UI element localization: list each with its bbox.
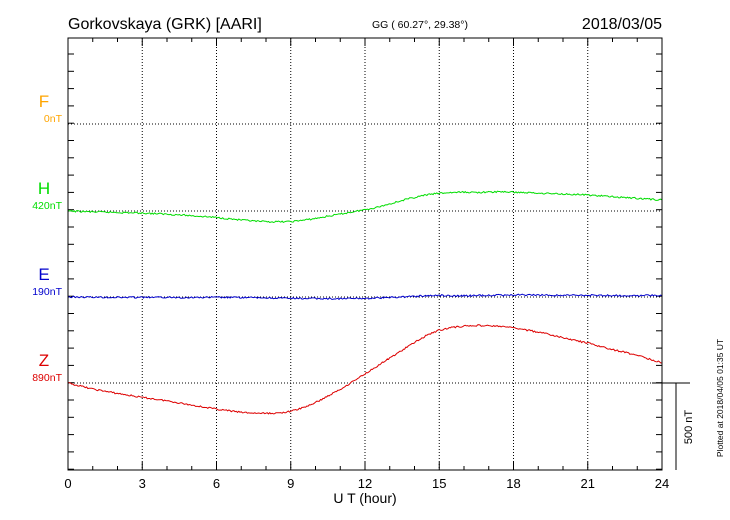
x-tick-label: 0 [64,476,71,491]
x-tick-label: 9 [287,476,294,491]
grid-lines [68,38,662,470]
x-tick-label: 18 [506,476,520,491]
series-name: H [38,179,50,198]
series-name: E [38,265,49,284]
series-name: F [39,92,49,111]
plotted-timestamp: Plotted at 2018/04/05 01:35 UT [715,339,725,457]
series-baseline: 190nT [32,286,62,298]
series-name: Z [39,351,49,370]
series-labels: F 0nT H 420nT E 190nT Z 890nT [32,92,62,384]
series-baseline: 420nT [32,200,62,212]
series-line-z [67,324,663,415]
scale-bar-label: 500 nT [683,410,695,445]
series-baseline: 0nT [44,113,63,125]
x-tick-labels: 0 3 6 9 12 15 18 21 24 [64,476,669,491]
plot-date: 2018/03/05 [582,16,662,33]
series-line-h [67,190,663,224]
x-tick-label: 15 [432,476,446,491]
x-tick-label: 3 [139,476,146,491]
series-line-e [67,293,663,301]
x-tick-label: 21 [581,476,595,491]
station-title: Gorkovskaya (GRK) [AARI] [68,16,262,33]
x-tick-label: 6 [213,476,220,491]
series-baseline: 890nT [32,372,62,384]
x-tick-label: 12 [358,476,372,491]
geo-coordinates: GG ( 60.27°, 29.38°) [372,19,468,31]
x-axis-label: U T (hour) [333,490,396,506]
series-lines [67,190,663,415]
scale-bar: 500 nT [652,382,695,470]
x-tick-label: 24 [655,476,669,491]
plot-frame [67,37,663,471]
